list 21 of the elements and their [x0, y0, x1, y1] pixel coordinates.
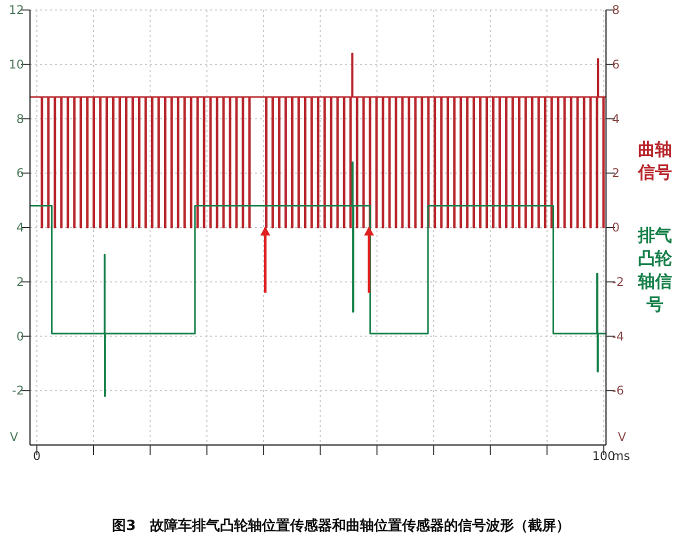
y-tick-label: 0 — [16, 329, 24, 344]
y2-tick-label: 2 — [612, 166, 620, 180]
y2-tick-label: -2 — [612, 274, 624, 289]
y-tick-label: 12 — [8, 3, 24, 17]
caption: 图3 故障车排气凸轮轴位置传感器和曲轴位置传感器的信号波形（截屏） — [112, 517, 570, 534]
y2-tick-label: -4 — [612, 329, 624, 344]
y-tick-label: 4 — [16, 220, 24, 234]
legend: 曲轴信号 排气凸轮轴信号 — [638, 140, 672, 315]
y2-tick-label: 6 — [612, 57, 620, 72]
y2-tick-label: 0 — [612, 220, 620, 234]
y-axis-title: V — [10, 430, 19, 444]
x-tick-label: 100 — [592, 449, 616, 463]
y-tick-label: 2 — [16, 274, 24, 289]
y2-tick-label: 4 — [612, 112, 620, 126]
y-tick-label: 8 — [16, 112, 24, 126]
y-tick-label: 10 — [8, 57, 24, 72]
y-tick-label: 6 — [16, 166, 24, 180]
y2-tick-label: -6 — [612, 384, 624, 398]
y2-tick-label: 8 — [612, 3, 620, 17]
y2-axis-title: V — [618, 430, 627, 444]
y-tick-label: -2 — [12, 384, 24, 398]
